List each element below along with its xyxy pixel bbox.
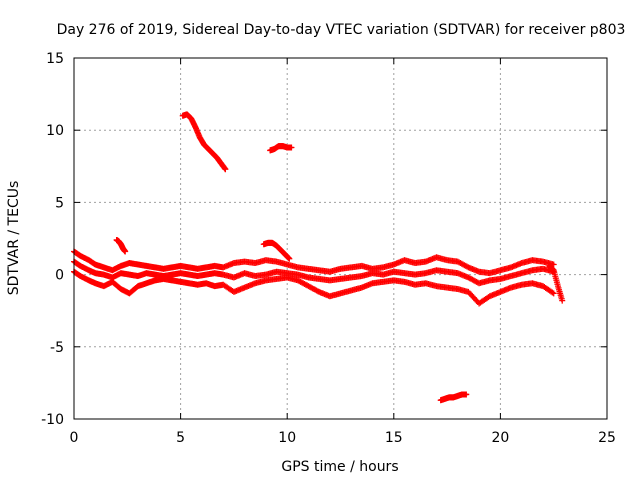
data-point (559, 297, 566, 304)
data-point-trail (549, 289, 556, 296)
data-point (550, 261, 557, 268)
x-axis-label: GPS time / hours (281, 459, 398, 475)
data-point (463, 391, 470, 398)
data-points (71, 111, 566, 404)
y-tick-label: -5 (50, 340, 64, 356)
series-arc-5-7h (179, 111, 229, 173)
y-tick-label: 10 (46, 123, 64, 139)
data-point (550, 290, 557, 297)
x-tick-label: 5 (176, 430, 185, 446)
series-arc-17-18h (437, 391, 470, 404)
x-tick-label: 20 (491, 430, 509, 446)
y-tick-label: 15 (46, 51, 64, 67)
y-axis-label: SDTVAR / TECUs (6, 181, 22, 296)
series-middle-band (71, 258, 557, 287)
x-tick-label: 15 (385, 430, 403, 446)
chart-title: Day 276 of 2019, Sidereal Day-to-day VTE… (57, 22, 626, 38)
plot-frame (73, 57, 608, 420)
data-point (122, 248, 129, 255)
x-tick-label: 0 (70, 430, 79, 446)
grid (74, 58, 607, 419)
series-lower-band (71, 268, 557, 307)
data-point (286, 255, 293, 262)
y-tick-label: -10 (41, 412, 64, 428)
y-tick-label: 0 (55, 268, 64, 284)
series-arc-22-23h (546, 262, 566, 304)
y-tick-label: 5 (55, 195, 64, 211)
x-tick-label: 10 (278, 430, 296, 446)
series-arc-9-10h (267, 143, 295, 154)
axis-ticks: 0 5 10 15 20 25 -10 -5 0 5 10 15 (41, 51, 616, 446)
data-point-trail (464, 263, 471, 270)
series-arc-2h (113, 236, 129, 255)
series-upper-band (71, 248, 557, 277)
x-tick-label: 25 (598, 430, 616, 446)
data-point-trail (314, 288, 321, 295)
data-point (222, 166, 229, 173)
data-point (288, 144, 295, 151)
series-arc-9h-rise (260, 239, 293, 262)
